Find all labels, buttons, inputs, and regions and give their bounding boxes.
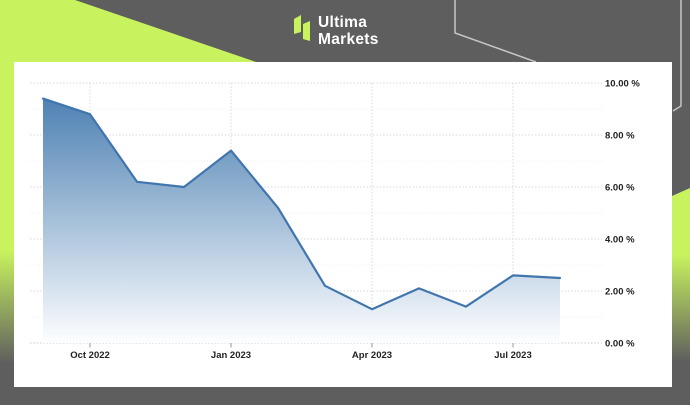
lime-left-strip: [0, 62, 14, 405]
chart-panel: 0.00 % 2.00 % 4.00 % 6.00 % 8.00 % 10.00 % Oct…: [14, 62, 672, 387]
x-axis-label: Jul 2023: [494, 350, 532, 361]
y-axis-label: 6.00 %: [605, 183, 635, 194]
y-axis-label: 4.00 %: [605, 235, 635, 246]
ultima-markets-logo: Ultima Markets: [292, 13, 379, 48]
area-fill: [43, 98, 560, 343]
area-chart: 0.00 % 2.00 % 4.00 % 6.00 % 8.00 % 10.00 % Oct…: [30, 79, 640, 361]
y-axis-label: 0.00 %: [605, 339, 635, 350]
logo-word-markets: Markets: [318, 30, 379, 48]
y-axis-label: 8.00 %: [605, 131, 635, 142]
ultima-bars-icon: [294, 15, 310, 41]
outline-shape-left: [454, 0, 537, 63]
y-axis-label: 2.00 %: [605, 287, 635, 298]
x-axis-label: Oct 2022: [70, 350, 110, 361]
outline-shape-right: [672, 0, 682, 112]
logo-word-ultima: Ultima: [318, 14, 368, 31]
x-axis-label: Jan 2023: [211, 350, 251, 361]
lime-triangle-decoration: [0, 0, 256, 62]
y-axis-label: 10.00 %: [605, 79, 640, 90]
lime-right-wedge: [672, 188, 690, 405]
x-axis-label: Apr 2023: [352, 350, 392, 361]
trend-line: [41, 97, 562, 311]
